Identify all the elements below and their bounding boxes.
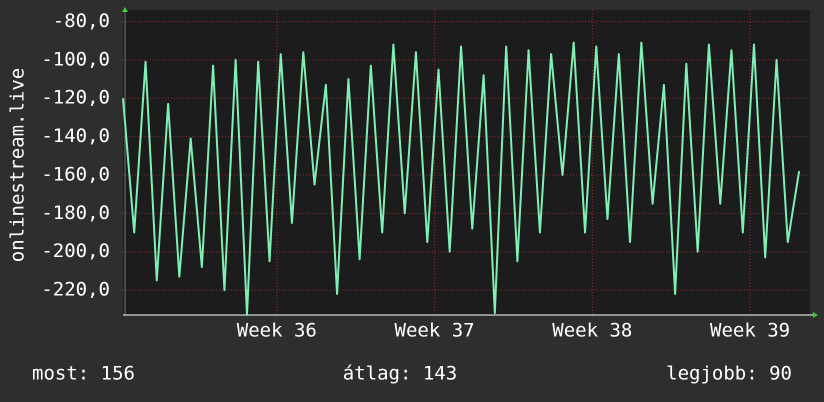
y-tick-label: -100,0	[41, 48, 110, 70]
y-axis-label: onlinestream.live	[7, 68, 29, 262]
y-tick-label: -140,0	[41, 125, 110, 147]
data-line	[122, 41, 801, 316]
stat: átlag: 143	[343, 363, 457, 385]
x-tick-label: Week 36	[237, 320, 317, 342]
y-tick-label: -220,0	[41, 279, 110, 301]
stat: most: 156	[32, 363, 135, 385]
x-tick-label: Week 38	[552, 320, 632, 342]
y-tick-label: -120,0	[41, 87, 110, 109]
y-arrow	[122, 7, 128, 12]
x-arrow	[813, 312, 818, 318]
x-tick-label: Week 37	[395, 320, 475, 342]
y-tick-label: -80,0	[53, 10, 110, 32]
y-tick-label: -180,0	[41, 202, 110, 224]
plot-area	[123, 10, 810, 315]
y-tick-label: -200,0	[41, 240, 110, 262]
x-tick-label: Week 39	[710, 320, 790, 342]
stat: legjobb: 90	[666, 363, 792, 385]
y-tick-label: -160,0	[41, 163, 110, 185]
